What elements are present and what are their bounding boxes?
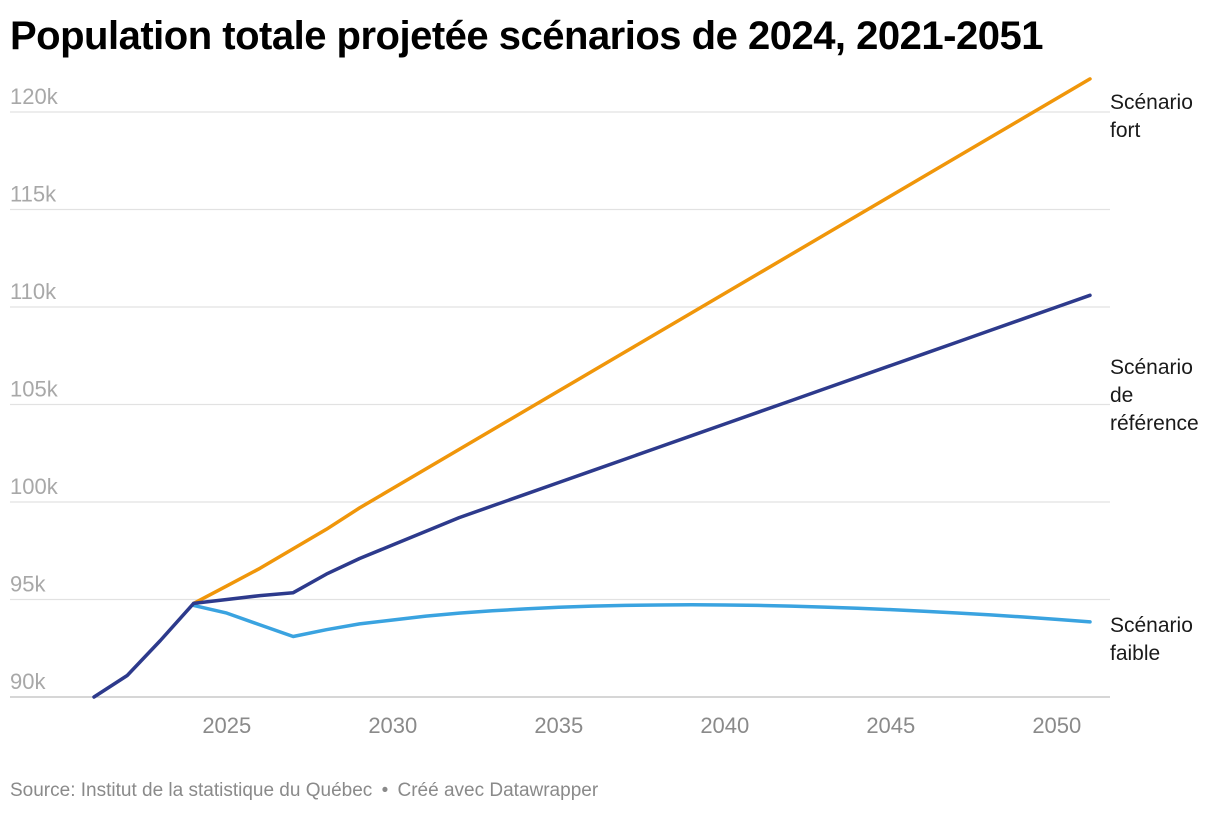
series-lines [92, 77, 1092, 699]
y-tick-label: 90k [10, 669, 46, 694]
y-tick-label: 95k [10, 572, 46, 597]
series-line-fort [191, 77, 1092, 606]
series-line-faible [191, 603, 1092, 639]
y-tick-label: 110k [10, 279, 57, 304]
x-tick-label: 2035 [534, 713, 583, 738]
chart-title: Population totale projetée scénarios de … [10, 14, 1043, 58]
x-tick-label: 2050 [1032, 713, 1081, 738]
footer: Source: Institut de la statistique du Qu… [10, 779, 598, 803]
series-labels: Scénario fort Scénario de référence Scénario f… [1110, 91, 1199, 665]
credit-link[interactable]: Créé avec Datawrapper [397, 780, 599, 801]
footer-separator: • [381, 780, 389, 801]
series-label-faible: Scénario faible [1110, 614, 1193, 665]
y-tick-label: 105k [10, 377, 59, 402]
y-tick-label: 115k [10, 182, 57, 207]
x-tick-label: 2030 [368, 713, 417, 738]
series-label-reference: Scénario de référence [1110, 356, 1199, 435]
x-tick-label: 2045 [866, 713, 915, 738]
x-axis-ticks: 2025 2030 2035 2040 2045 2050 [202, 713, 1081, 738]
x-tick-label: 2040 [700, 713, 749, 738]
series-line-reference [92, 293, 1092, 699]
series-label-fort: Scénario fort [1110, 91, 1193, 142]
y-tick-label: 100k [10, 474, 59, 499]
y-tick-label: 120k [10, 84, 59, 109]
x-tick-label: 2025 [202, 713, 251, 738]
y-axis-ticks: 90k 95k 100k 105k 110k 115k 120k [10, 84, 59, 694]
source-note: Source: Institut de la statistique du Qu… [10, 780, 373, 801]
gridlines [10, 111, 1110, 698]
